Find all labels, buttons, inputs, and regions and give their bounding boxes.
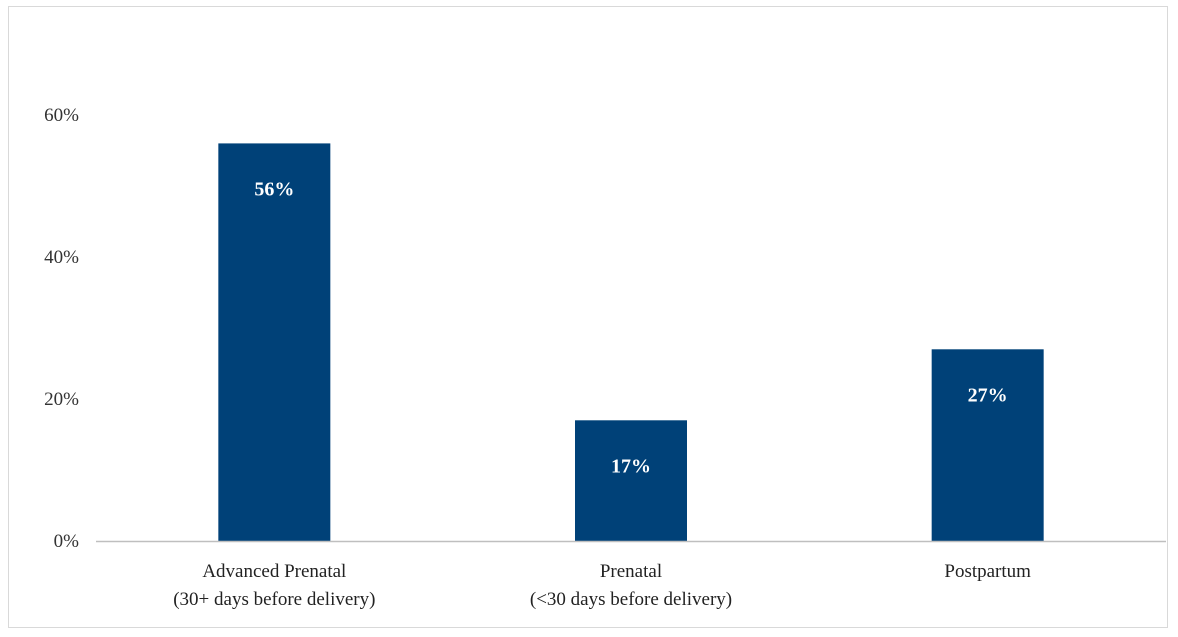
y-tick-label: 20% (44, 389, 79, 410)
data-labels: 56% 17% 27% (254, 178, 1007, 477)
y-axis-ticks: 0% 20% 40% 60% (44, 105, 79, 552)
data-label: 56% (254, 178, 294, 200)
x-tick-label: (30+ days before delivery) (173, 589, 375, 610)
x-tick-label: Prenatal (600, 561, 662, 582)
x-tick-label: (<30 days before delivery) (530, 589, 732, 610)
x-tick-label: Advanced Prenatal (202, 561, 346, 582)
bar (575, 420, 687, 541)
y-tick-label: 0% (54, 531, 80, 552)
bar (931, 349, 1044, 541)
category-labels: Advanced Prenatal (30+ days before delive… (173, 561, 1031, 610)
data-label: 27% (968, 384, 1008, 406)
bar (218, 143, 331, 541)
y-tick-label: 60% (44, 105, 79, 126)
bars (218, 143, 1044, 541)
y-tick-label: 40% (44, 247, 79, 268)
x-tick-label: Postpartum (944, 561, 1031, 582)
data-label: 17% (611, 455, 651, 477)
